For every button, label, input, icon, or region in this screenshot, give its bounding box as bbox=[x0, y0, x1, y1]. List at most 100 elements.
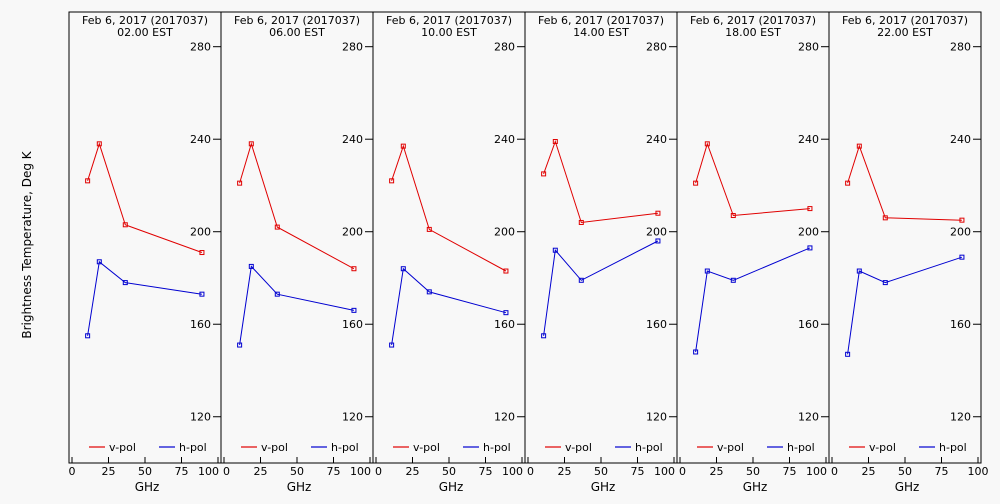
data-point-h-pol bbox=[655, 238, 661, 244]
y-tick-label: 160 bbox=[494, 318, 515, 331]
data-point-h-pol bbox=[351, 307, 357, 313]
data-point-v-pol bbox=[503, 268, 509, 274]
x-tick-label: 0 bbox=[223, 465, 230, 478]
data-point-h-pol bbox=[426, 289, 432, 295]
y-tick-label: 200 bbox=[494, 226, 515, 239]
data-point-v-pol bbox=[730, 213, 736, 219]
data-point-h-pol bbox=[96, 259, 102, 265]
data-point-h-pol bbox=[389, 342, 395, 348]
y-tick-label: 280 bbox=[646, 41, 667, 54]
data-point-h-pol bbox=[541, 333, 547, 339]
data-point-v-pol bbox=[274, 224, 280, 230]
series-line-v-pol bbox=[847, 144, 962, 221]
data-point-v-pol bbox=[426, 226, 432, 232]
data-point-h-pol bbox=[845, 351, 851, 357]
x-tick-label: 25 bbox=[558, 465, 572, 478]
x-tick-label: 75 bbox=[479, 465, 493, 478]
y-tick-label: 120 bbox=[950, 411, 971, 424]
legend-label-h-pol: h-pol bbox=[331, 441, 359, 454]
x-tick-label: 25 bbox=[862, 465, 876, 478]
x-tick-label: 0 bbox=[375, 465, 382, 478]
x-tick-label: 25 bbox=[102, 465, 116, 478]
data-point-h-pol bbox=[704, 268, 710, 274]
data-point-h-pol bbox=[807, 245, 813, 251]
legend-label-v-pol: v-pol bbox=[109, 441, 136, 454]
x-tick-label: 75 bbox=[783, 465, 797, 478]
panel-title-date: Feb 6, 2017 (2017037) bbox=[842, 14, 968, 27]
data-point-v-pol bbox=[389, 178, 395, 184]
data-point-h-pol bbox=[693, 349, 699, 355]
series-line-h-pol bbox=[87, 260, 202, 336]
series-line-v-pol bbox=[391, 144, 507, 272]
data-point-v-pol bbox=[845, 180, 851, 186]
x-tick-label: 25 bbox=[254, 465, 268, 478]
data-point-v-pol bbox=[122, 222, 128, 228]
x-tick-label: 75 bbox=[175, 465, 189, 478]
data-point-v-pol bbox=[655, 210, 661, 216]
legend-label-v-pol: v-pol bbox=[565, 441, 592, 454]
x-tick-label: 50 bbox=[594, 465, 608, 478]
panel-title-date: Feb 6, 2017 (2017037) bbox=[82, 14, 208, 27]
legend-label-h-pol: h-pol bbox=[939, 441, 967, 454]
x-tick-label: 0 bbox=[831, 465, 838, 478]
legend-label-v-pol: v-pol bbox=[261, 441, 288, 454]
y-tick-label: 120 bbox=[342, 411, 363, 424]
x-tick-label: 100 bbox=[502, 465, 523, 478]
y-tick-label: 160 bbox=[646, 318, 667, 331]
x-tick-label: 0 bbox=[679, 465, 686, 478]
y-tick-label: 200 bbox=[190, 226, 211, 239]
data-point-h-pol bbox=[248, 263, 254, 269]
x-tick-label: 100 bbox=[806, 465, 827, 478]
series-line-h-pol bbox=[695, 247, 811, 353]
data-point-h-pol bbox=[85, 333, 91, 339]
y-tick-label: 240 bbox=[646, 133, 667, 146]
panel-title-date: Feb 6, 2017 (2017037) bbox=[386, 14, 512, 27]
series-line-h-pol bbox=[239, 265, 355, 346]
x-axis-label: GHz bbox=[439, 480, 464, 494]
data-point-v-pol bbox=[351, 266, 357, 272]
y-tick-label: 200 bbox=[342, 226, 363, 239]
data-point-v-pol bbox=[248, 141, 254, 147]
panel-title-time: 06.00 EST bbox=[269, 26, 325, 39]
x-tick-label: 75 bbox=[631, 465, 645, 478]
legend-label-h-pol: h-pol bbox=[179, 441, 207, 454]
data-point-v-pol bbox=[959, 217, 965, 223]
data-point-h-pol bbox=[959, 254, 965, 260]
data-point-v-pol bbox=[96, 141, 102, 147]
data-point-v-pol bbox=[199, 250, 205, 256]
data-point-h-pol bbox=[552, 247, 558, 253]
series-line-v-pol bbox=[239, 142, 355, 270]
x-axis-label: GHz bbox=[895, 480, 920, 494]
data-point-h-pol bbox=[237, 342, 243, 348]
data-point-v-pol bbox=[882, 215, 888, 221]
data-point-h-pol bbox=[122, 280, 128, 286]
x-tick-label: 50 bbox=[746, 465, 760, 478]
x-tick-label: 100 bbox=[350, 465, 371, 478]
legend-label-v-pol: v-pol bbox=[413, 441, 440, 454]
panel-title-date: Feb 6, 2017 (2017037) bbox=[538, 14, 664, 27]
legend-label-h-pol: h-pol bbox=[635, 441, 663, 454]
y-tick-label: 240 bbox=[798, 133, 819, 146]
data-point-v-pol bbox=[704, 141, 710, 147]
legend-label-v-pol: v-pol bbox=[869, 441, 896, 454]
y-tick-label: 120 bbox=[798, 411, 819, 424]
x-tick-label: 50 bbox=[290, 465, 304, 478]
x-axis-label: GHz bbox=[135, 480, 160, 494]
y-tick-label: 160 bbox=[342, 318, 363, 331]
data-point-v-pol bbox=[85, 178, 91, 184]
data-point-h-pol bbox=[882, 280, 888, 286]
y-tick-label: 120 bbox=[494, 411, 515, 424]
data-point-h-pol bbox=[578, 277, 584, 283]
x-tick-label: 0 bbox=[527, 465, 534, 478]
data-point-v-pol bbox=[400, 143, 406, 149]
y-tick-label: 280 bbox=[798, 41, 819, 54]
legend-label-h-pol: h-pol bbox=[483, 441, 511, 454]
data-point-h-pol bbox=[503, 310, 509, 316]
x-axis-label: GHz bbox=[287, 480, 312, 494]
panel-title-time: 02.00 EST bbox=[117, 26, 173, 39]
x-tick-label: 25 bbox=[406, 465, 420, 478]
data-point-h-pol bbox=[199, 291, 205, 297]
data-point-v-pol bbox=[541, 171, 547, 177]
data-point-v-pol bbox=[578, 219, 584, 225]
